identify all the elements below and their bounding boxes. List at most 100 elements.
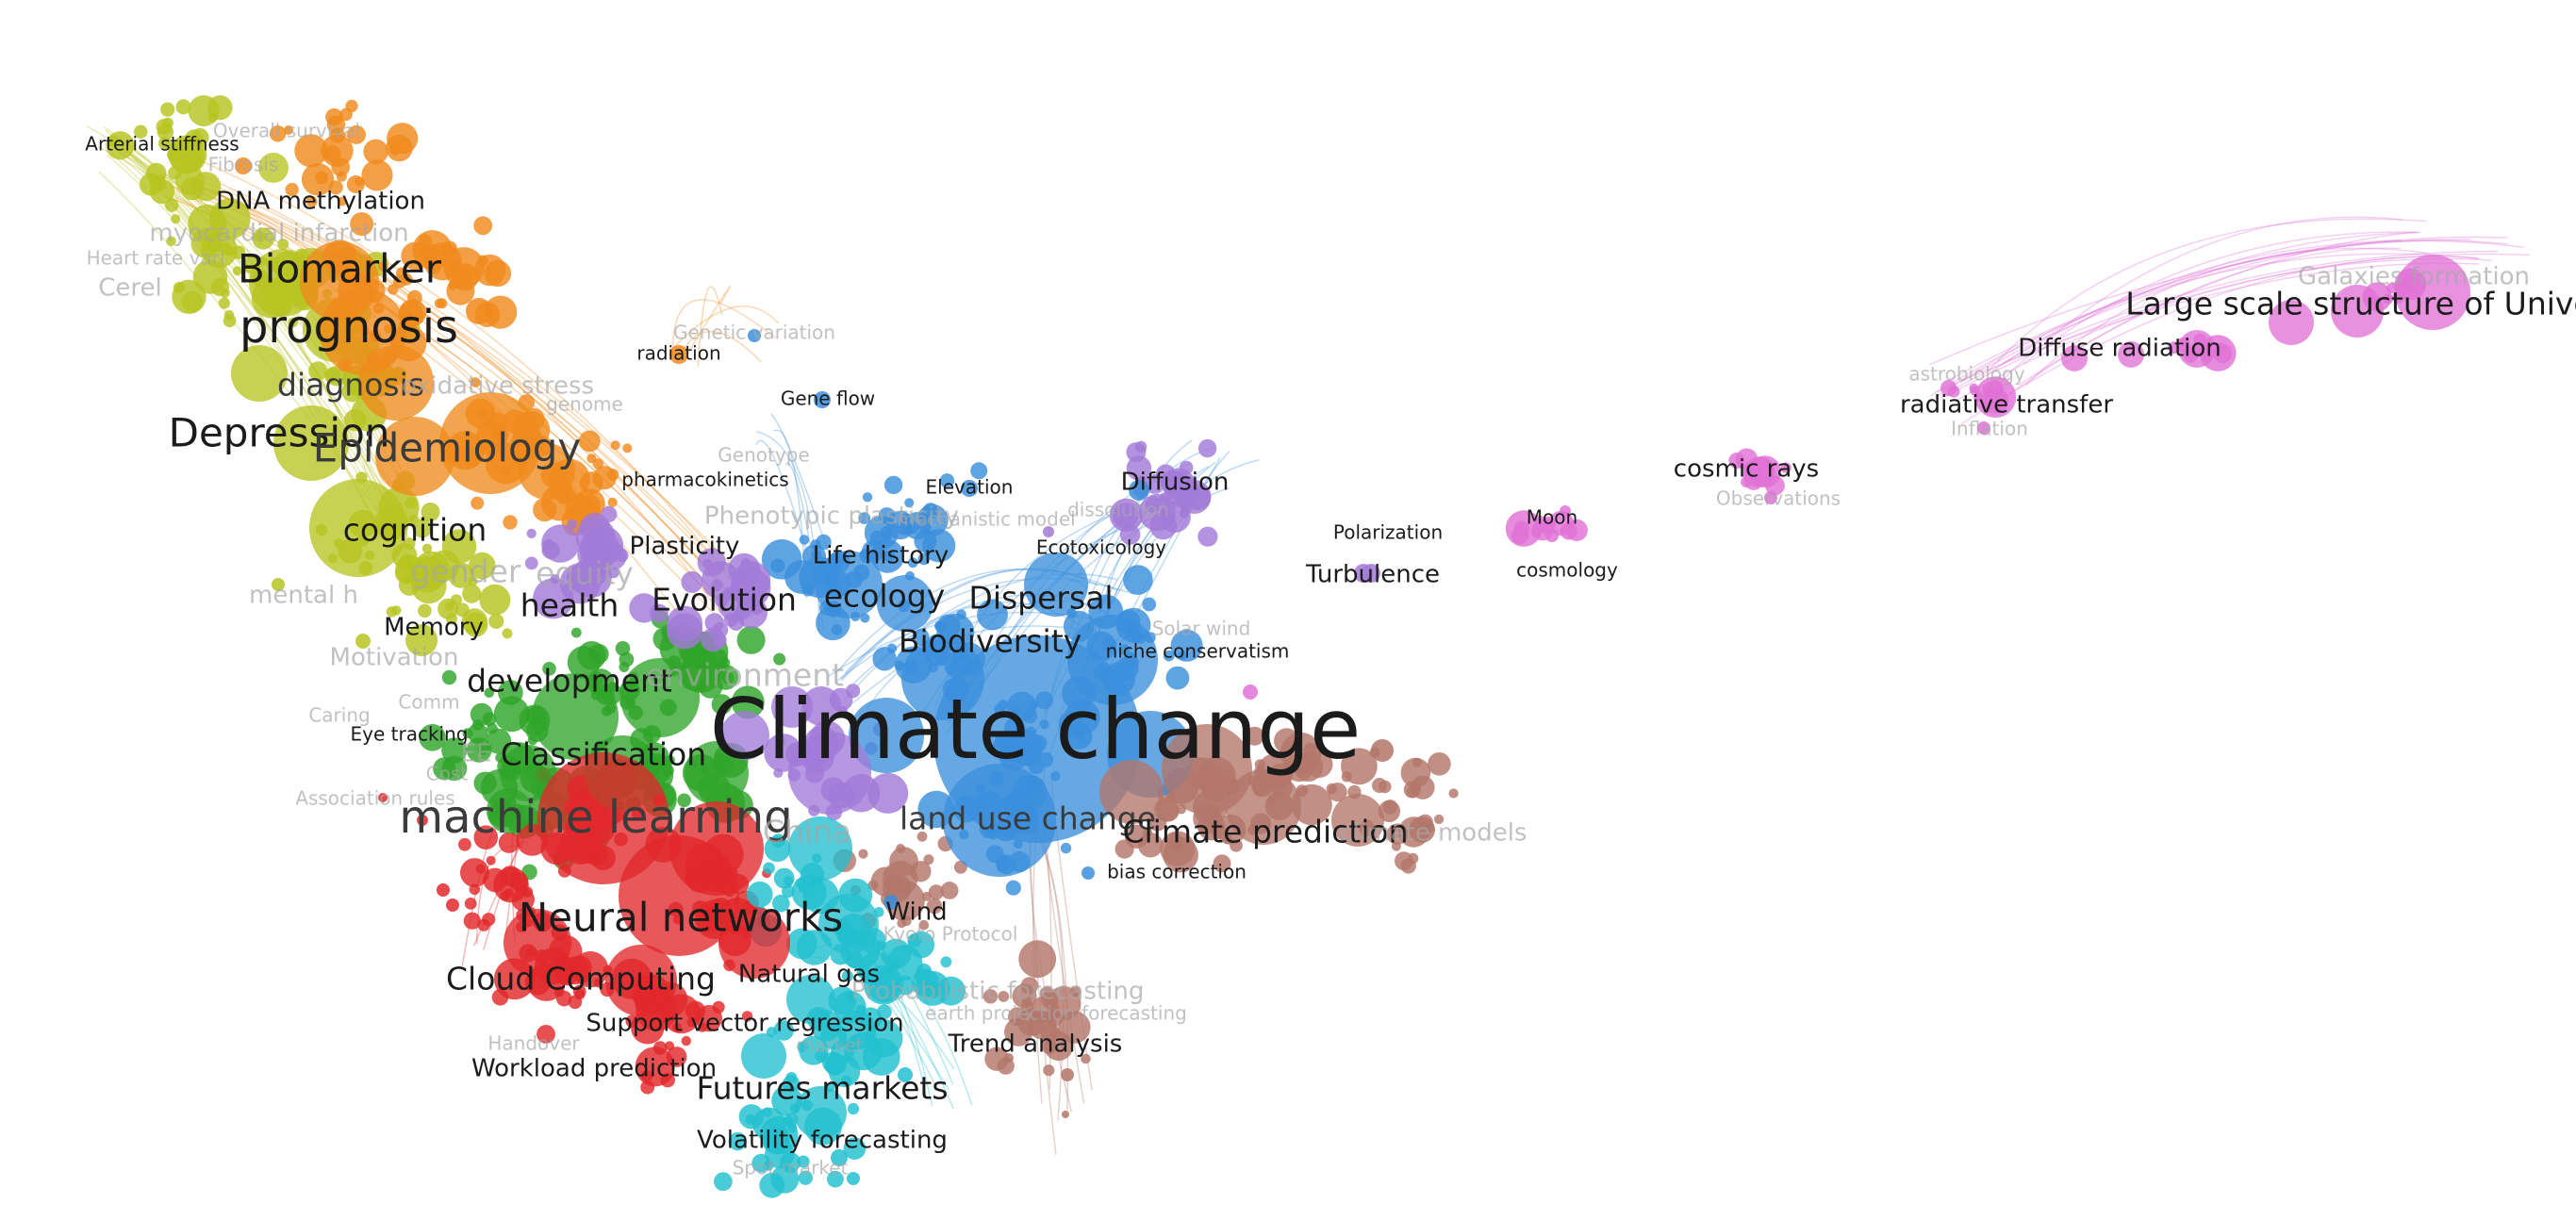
keyword-node: [762, 1107, 772, 1117]
keyword-node: [815, 551, 883, 618]
keyword-node: [156, 119, 173, 135]
keyword-node: [493, 696, 530, 733]
keyword-node: [2168, 341, 2180, 354]
keyword-node: [434, 298, 445, 308]
keyword-node: [669, 345, 688, 364]
keyword-node: [294, 134, 328, 168]
keyword-node: [1362, 564, 1380, 583]
keyword-node: [1081, 1053, 1091, 1064]
keyword-node: [326, 115, 346, 134]
keyword-node: [1123, 565, 1153, 595]
keyword-node: [870, 539, 904, 573]
keyword-node: [775, 736, 785, 747]
keyword-node: [255, 231, 266, 242]
keyword-node: [417, 815, 428, 826]
keyword-node: [509, 872, 529, 892]
keyword-node: [940, 882, 959, 899]
keyword-node: [714, 1172, 733, 1192]
keyword-label-radiative-transfer: radiative transfer: [1900, 391, 2113, 420]
keyword-node: [1331, 794, 1384, 847]
link: [1940, 250, 2499, 397]
keyword-node: [1977, 421, 1990, 435]
link: [1954, 253, 2531, 403]
keyword-node: [856, 964, 870, 979]
keyword-node: [150, 179, 175, 205]
keyword-node: [471, 496, 485, 510]
keyword-node: [479, 584, 511, 616]
keyword-node: [473, 825, 499, 849]
keyword-label-cloud-computing: Cloud Computing: [446, 961, 716, 997]
link: [669, 305, 779, 353]
keyword-node: [542, 662, 556, 676]
keyword-node: [867, 969, 901, 1003]
keyword-node: [681, 1035, 691, 1047]
keyword-node: [622, 443, 633, 453]
keyword-node: [606, 469, 619, 481]
keyword-node: [160, 102, 175, 117]
keyword-node: [358, 345, 434, 420]
keyword-node: [484, 687, 495, 699]
keyword-node: [1408, 852, 1419, 865]
keyword-node: [441, 737, 468, 764]
keyword-node: [1412, 757, 1422, 767]
keyword-node: [533, 498, 557, 522]
keyword-node: [669, 801, 764, 896]
keyword-label-large-scale-structure: Large scale structure of Unive: [2125, 286, 2576, 322]
link: [2002, 232, 2419, 364]
keyword-node: [828, 1055, 861, 1088]
link: [1989, 216, 2403, 394]
keyword-node: [901, 915, 912, 927]
keyword-node: [904, 498, 915, 508]
keyword-label-biodiversity: Biodiversity: [899, 623, 1082, 660]
keyword-node: [1560, 522, 1577, 540]
keyword-node: [733, 561, 771, 600]
keyword-node: [697, 1022, 707, 1032]
keyword-label-observations: Observations: [1716, 487, 1841, 510]
keyword-node: [610, 440, 620, 451]
keyword-node: [1371, 739, 1394, 762]
keyword-node: [1126, 455, 1152, 481]
keyword-node: [1126, 442, 1147, 463]
keyword-node: [1764, 491, 1777, 504]
keyword-node: [984, 1047, 1009, 1071]
keyword-node: [837, 705, 848, 717]
keyword-label-oxidative-stress: oxidative stress: [402, 372, 594, 401]
keyword-node: [918, 919, 930, 931]
keyword-label-polarization: Polarization: [1333, 521, 1443, 544]
keyword-node: [1161, 470, 1185, 495]
link: [184, 184, 753, 618]
keyword-node: [718, 907, 790, 979]
keyword-node: [500, 891, 510, 901]
keyword-node: [469, 883, 481, 896]
keyword-node: [441, 240, 457, 256]
keyword-node: [1780, 462, 1792, 473]
link: [1946, 239, 2524, 383]
keyword-node: [961, 480, 978, 497]
keyword-node: [666, 1047, 687, 1067]
keyword-label-support-vector-regression: Support vector regression: [586, 1010, 903, 1038]
keyword-label-life-history: Life history: [813, 542, 949, 570]
keyword-label-dna-methylation: DNA methylation: [216, 188, 425, 216]
keyword-node: [784, 1115, 795, 1127]
keyword-label-memory: Memory: [384, 614, 484, 642]
keyword-label-comm: Comm: [398, 691, 459, 714]
keyword-node: [1113, 503, 1139, 529]
keyword-node: [350, 212, 374, 237]
keyword-node: [477, 743, 489, 755]
keyword-node: [681, 570, 703, 593]
keyword-node: [883, 475, 903, 495]
keyword-node: [1062, 1111, 1069, 1118]
keyword-node: [209, 198, 251, 239]
keyword-node: [896, 844, 906, 853]
keyword-node: [407, 289, 422, 305]
keyword-label-wind: Wind: [885, 899, 947, 927]
keyword-node: [487, 788, 532, 833]
keyword-node: [773, 1020, 794, 1041]
keyword-label-solar-wind: Solar wind: [1152, 618, 1251, 640]
keyword-node: [1197, 438, 1217, 458]
link: [208, 187, 718, 603]
keyword-label-climate-models: climate models: [1340, 819, 1527, 848]
keyword-label-dispersal: Dispersal: [968, 580, 1113, 617]
keyword-node: [900, 513, 911, 524]
keyword-node: [1067, 615, 1158, 705]
